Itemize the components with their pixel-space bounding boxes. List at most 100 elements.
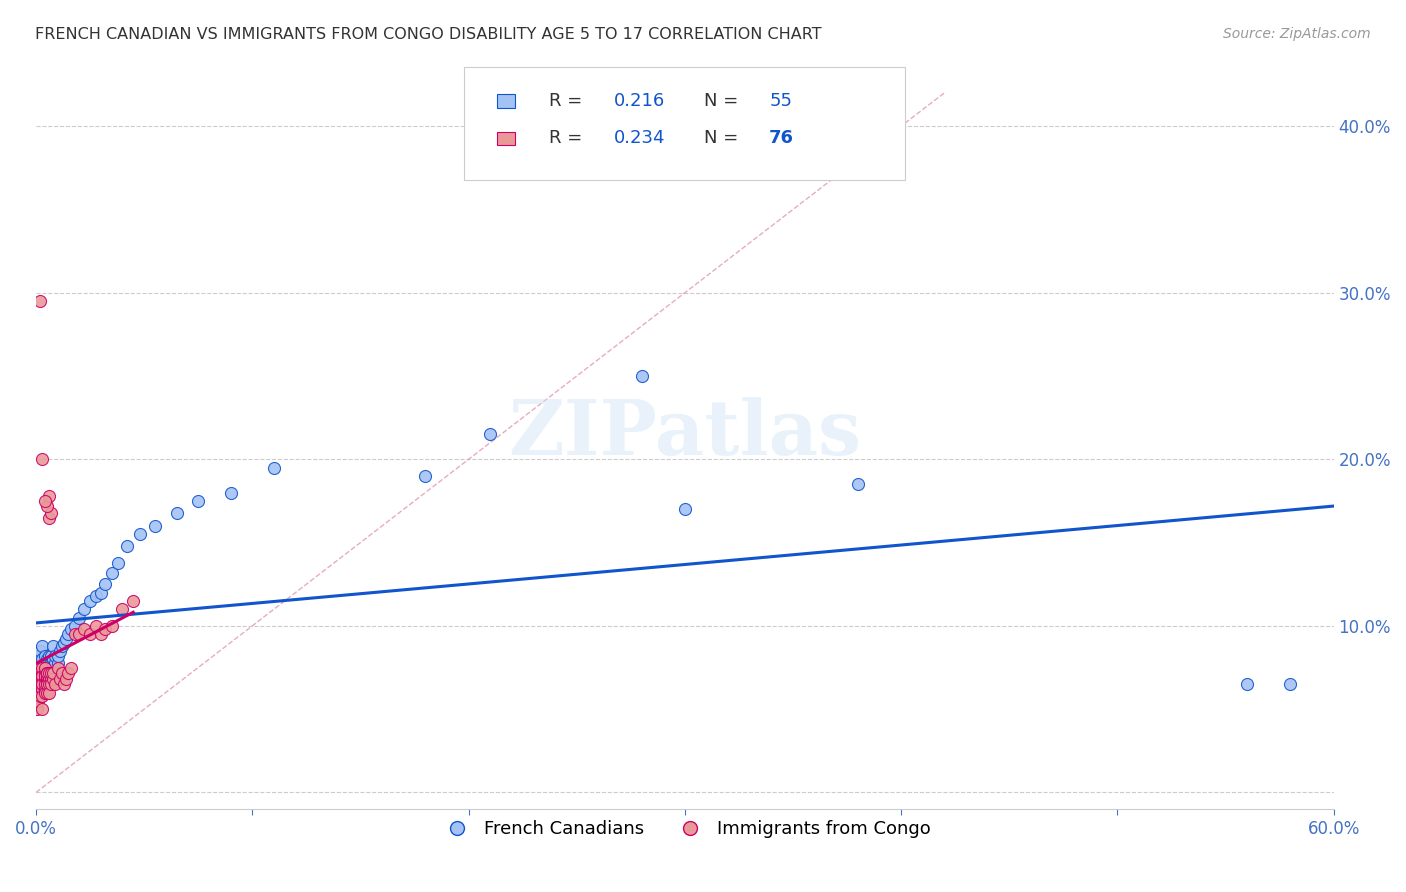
Point [63, 619, 86, 633]
Point [35, 665, 58, 680]
Point [34, 682, 56, 697]
Point [27, 677, 49, 691]
Point [122, 594, 145, 608]
Point [263, 460, 285, 475]
Point [53, 677, 76, 691]
Point [34, 648, 56, 663]
Text: 76: 76 [769, 129, 794, 147]
Point [31, 677, 53, 691]
Text: N =: N = [704, 129, 744, 147]
Point [100, 619, 122, 633]
Point [39, 656, 62, 670]
Point [38, 672, 60, 686]
Point [31, 672, 53, 686]
Point [31, 452, 53, 467]
Point [31, 682, 53, 697]
Point [35, 652, 58, 666]
Point [34, 669, 56, 683]
Point [27, 669, 49, 683]
Point [27, 694, 49, 708]
Point [30, 652, 52, 666]
Point [38, 656, 60, 670]
Point [46, 656, 69, 670]
Point [67, 627, 90, 641]
Point [42, 652, 65, 666]
Point [30, 689, 52, 703]
Point [31, 689, 53, 703]
Point [27, 682, 49, 697]
Point [39, 660, 62, 674]
Point [38, 489, 60, 503]
Point [1236, 677, 1258, 691]
Point [35, 499, 58, 513]
Point [31, 702, 53, 716]
Point [90, 627, 112, 641]
Text: R =: R = [548, 129, 588, 147]
Text: 55: 55 [769, 92, 792, 110]
Point [34, 660, 56, 674]
Point [38, 648, 60, 663]
Point [128, 527, 150, 541]
Point [846, 477, 869, 491]
Text: ZIPatlas: ZIPatlas [508, 397, 862, 471]
Point [94, 622, 117, 636]
Point [34, 685, 56, 699]
Point [39, 648, 62, 663]
Point [27, 660, 49, 674]
Point [25, 685, 48, 699]
Point [31, 665, 53, 680]
Point [72, 622, 94, 636]
Point [143, 519, 166, 533]
Point [55, 632, 77, 647]
Point [59, 622, 82, 636]
FancyBboxPatch shape [496, 131, 516, 145]
Point [48, 644, 70, 658]
Point [34, 665, 56, 680]
Point [1279, 677, 1302, 691]
Point [38, 510, 60, 524]
Point [219, 485, 242, 500]
Point [34, 677, 56, 691]
Point [31, 652, 53, 666]
Text: 0.216: 0.216 [613, 92, 665, 110]
Point [34, 656, 56, 670]
Point [35, 656, 58, 670]
Point [34, 494, 56, 508]
Legend: French Canadians, Immigrants from Congo: French Canadians, Immigrants from Congo [432, 813, 938, 845]
Point [30, 677, 52, 691]
Point [38, 665, 60, 680]
Point [30, 682, 52, 697]
Point [86, 589, 108, 603]
Point [111, 602, 134, 616]
Point [51, 639, 73, 653]
Point [413, 469, 436, 483]
Point [39, 677, 62, 691]
FancyBboxPatch shape [464, 67, 905, 179]
Point [55, 672, 77, 686]
Point [35, 669, 58, 683]
Point [107, 556, 129, 570]
Point [35, 672, 58, 686]
Point [34, 672, 56, 686]
Point [31, 639, 53, 653]
Point [35, 660, 58, 674]
Point [31, 669, 53, 683]
Point [30, 644, 52, 658]
Point [39, 506, 62, 520]
Point [44, 648, 66, 663]
Point [30, 665, 52, 680]
Point [30, 660, 52, 674]
Point [42, 672, 65, 686]
Point [31, 660, 53, 674]
Point [30, 677, 52, 691]
Point [27, 656, 49, 670]
Point [25, 702, 48, 716]
Point [673, 502, 696, 516]
Point [58, 665, 80, 680]
Point [46, 648, 69, 663]
Point [42, 639, 65, 653]
Point [51, 665, 73, 680]
Point [35, 677, 58, 691]
Point [90, 585, 112, 599]
Point [44, 656, 66, 670]
